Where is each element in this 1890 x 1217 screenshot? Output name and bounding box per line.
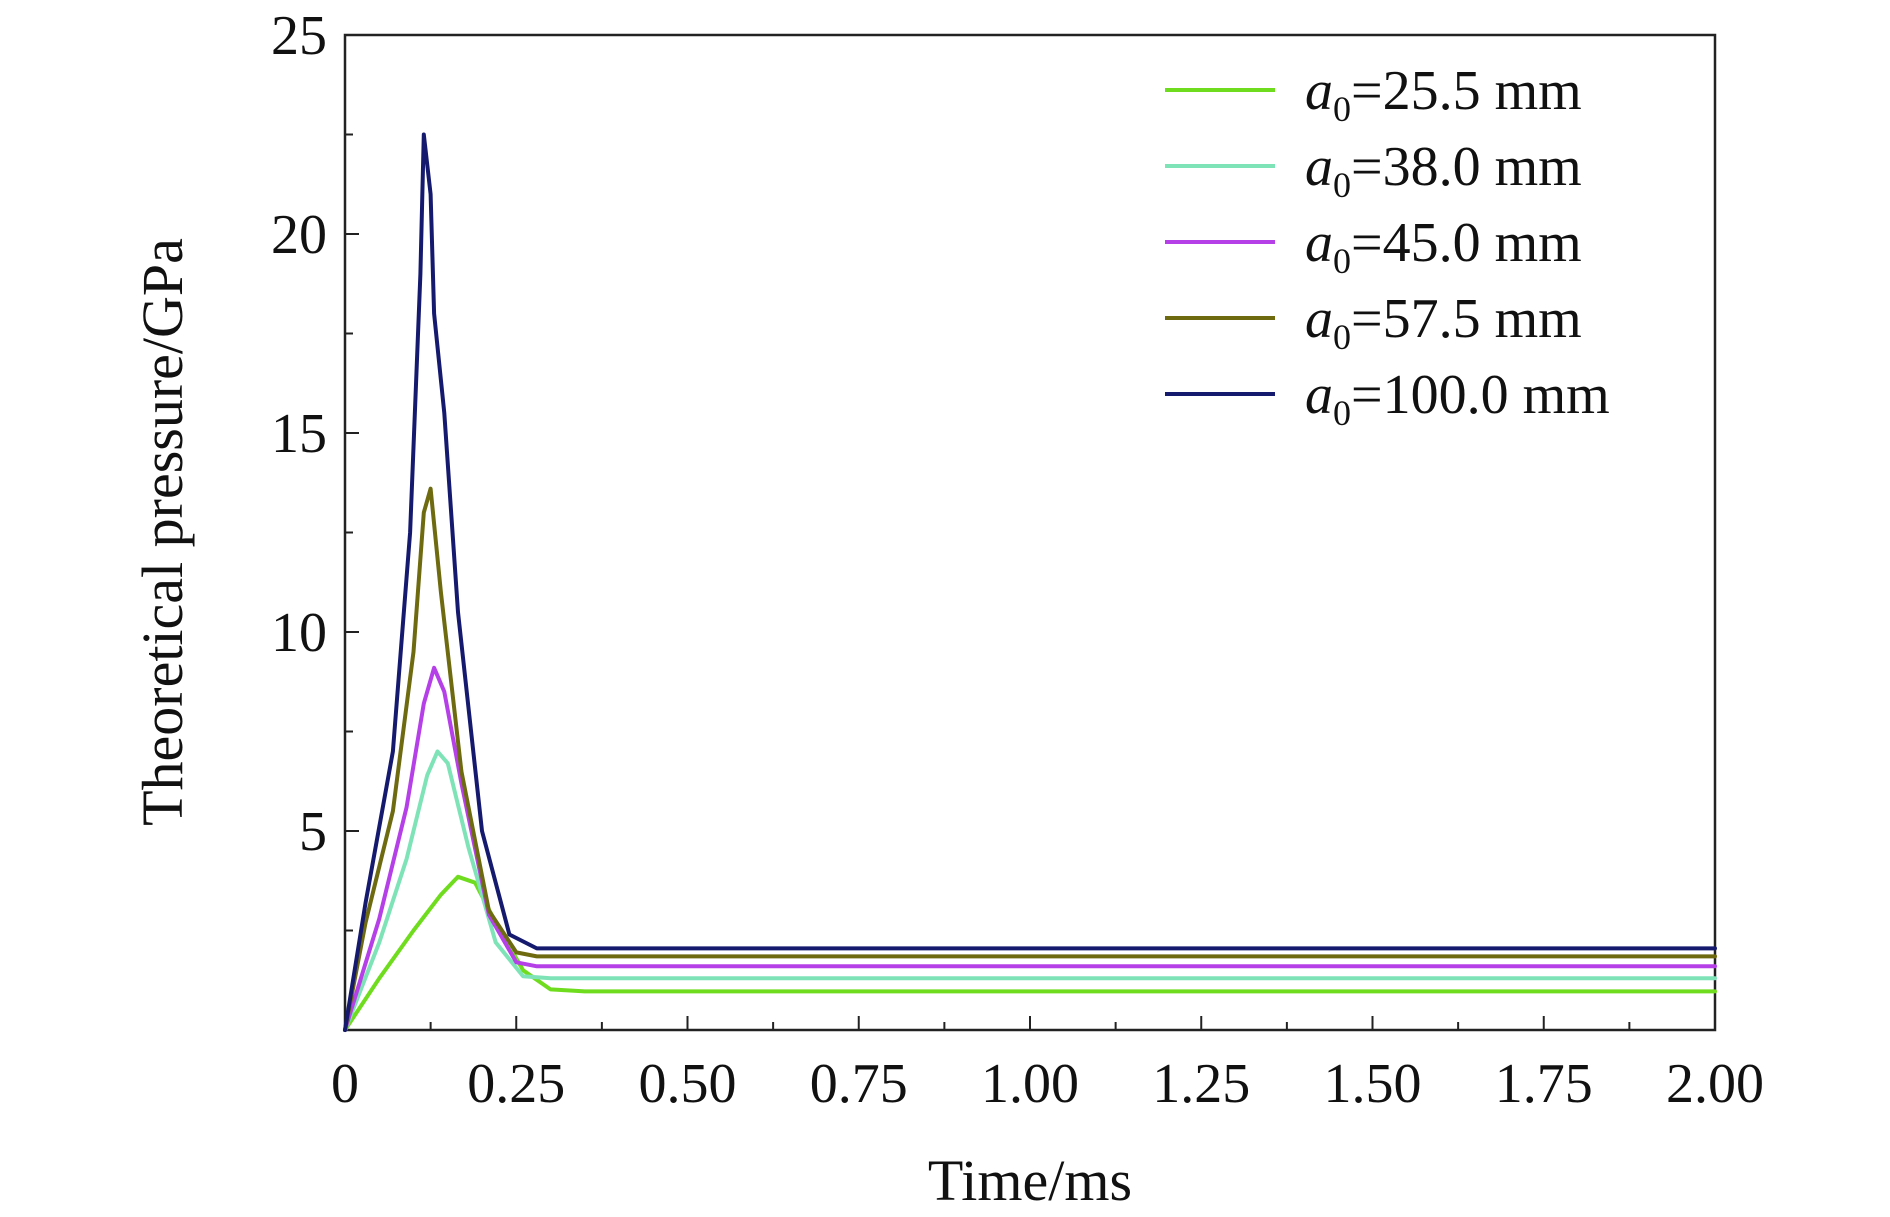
x-axis-title: Time/ms [928, 1148, 1132, 1213]
x-tick-label: 1.50 [1324, 1053, 1422, 1115]
y-tick-label: 15 [271, 403, 327, 465]
y-tick-label: 5 [299, 801, 327, 863]
series-line-2 [343, 749, 1717, 1032]
x-tick-label: 2.00 [1666, 1053, 1764, 1115]
y-axis-title: Theoretical pressure/GPa [130, 238, 195, 826]
x-tick-label: 1.25 [1152, 1053, 1250, 1115]
legend-label: a0=100.0 mm [1305, 364, 1610, 433]
legend: a0=25.5 mm a0=38.0 mm a0=45.0 mm a0=57.5 mm… [1165, 60, 1610, 433]
series-lines [343, 132, 1717, 1032]
y-axis-ticks: 5 10 15 20 25 [271, 5, 359, 932]
legend-label: a0=25.5 mm [1305, 60, 1582, 129]
y-tick-label: 25 [271, 5, 327, 67]
x-tick-label: 1.75 [1495, 1053, 1593, 1115]
series-line-3 [343, 665, 1717, 1032]
x-tick-label: 0 [331, 1053, 359, 1115]
x-axis-ticks: 0 0.25 0.50 0.75 1.00 1.25 1.50 1.75 2.00 [331, 1016, 1764, 1115]
legend-label: a0=38.0 mm [1305, 136, 1582, 205]
x-tick-label: 0.75 [810, 1053, 908, 1115]
y-tick-label: 10 [271, 602, 327, 664]
series-line-1 [343, 874, 1717, 1032]
series-line-5 [343, 132, 1717, 1032]
series-line-4 [343, 486, 1717, 1032]
x-tick-label: 0.25 [467, 1053, 565, 1115]
y-tick-label: 20 [271, 204, 327, 266]
x-tick-label: 1.00 [981, 1053, 1079, 1115]
legend-label: a0=57.5 mm [1305, 288, 1582, 357]
x-tick-label: 0.50 [639, 1053, 737, 1115]
legend-label: a0=45.0 mm [1305, 212, 1582, 281]
